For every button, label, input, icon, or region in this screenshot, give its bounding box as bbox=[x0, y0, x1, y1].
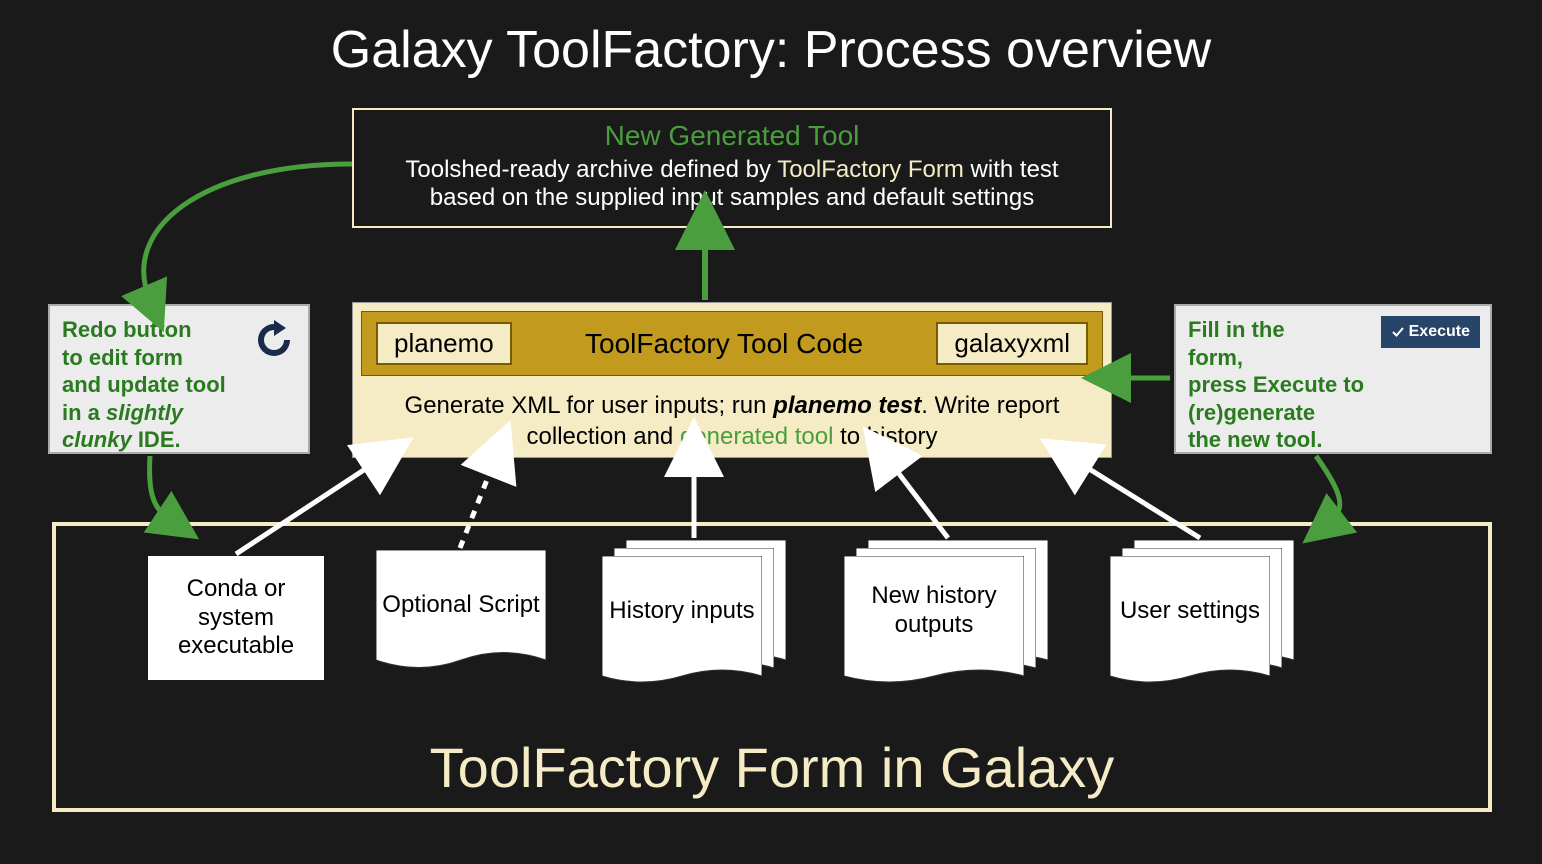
conda-box: Conda or system executable bbox=[148, 556, 324, 680]
box-label: Conda or system executable bbox=[156, 575, 316, 661]
text: and update tool bbox=[62, 372, 226, 397]
page-title: Galaxy ToolFactory: Process overview bbox=[0, 20, 1542, 80]
big-form-label: ToolFactory Form in Galaxy bbox=[56, 735, 1488, 800]
text: to history bbox=[833, 423, 937, 450]
top-box-heading: New Generated Tool bbox=[374, 120, 1090, 152]
galaxyxml-tag: galaxyxml bbox=[936, 322, 1088, 365]
gold-center-label: ToolFactory Tool Code bbox=[585, 328, 863, 360]
script-doc: Optional Script bbox=[376, 550, 546, 678]
text: Toolshed-ready archive defined by bbox=[405, 156, 777, 183]
history-outputs-doc: New history outputs bbox=[844, 540, 1054, 680]
execute-label: Execute bbox=[1409, 322, 1470, 342]
text: Generate XML for user inputs; run bbox=[405, 392, 774, 419]
redo-icon bbox=[250, 316, 298, 371]
emphasis-text: planemo test bbox=[773, 392, 921, 419]
redo-callout: Redo button to edit form and update tool… bbox=[48, 304, 310, 454]
history-inputs-doc: History inputs bbox=[602, 540, 792, 680]
green-text: generated tool bbox=[680, 423, 833, 450]
gold-bar: planemo ToolFactory Tool Code galaxyxml bbox=[361, 311, 1103, 376]
generated-tool-box: New Generated Tool Toolshed-ready archiv… bbox=[352, 108, 1112, 228]
text: in a bbox=[62, 400, 106, 425]
top-box-desc: Toolshed-ready archive defined by ToolFa… bbox=[374, 156, 1090, 212]
accent-text: ToolFactory Form bbox=[777, 156, 964, 183]
toolfactory-code-box: planemo ToolFactory Tool Code galaxyxml … bbox=[352, 302, 1112, 458]
text: (re)generate bbox=[1188, 400, 1315, 425]
user-settings-doc: User settings bbox=[1110, 540, 1300, 680]
text: Fill in the bbox=[1188, 317, 1285, 342]
middle-desc: Generate XML for user inputs; run planem… bbox=[353, 384, 1111, 466]
box-label: Optional Script bbox=[382, 591, 539, 620]
text: to edit form bbox=[62, 345, 183, 370]
check-icon bbox=[1391, 325, 1405, 339]
text: IDE. bbox=[132, 427, 181, 452]
box-label: New history outputs bbox=[844, 556, 1024, 666]
text: the new tool. bbox=[1188, 427, 1322, 452]
planemo-tag: planemo bbox=[376, 322, 512, 365]
text: press Execute to bbox=[1188, 372, 1364, 397]
text: form, bbox=[1188, 345, 1243, 370]
italic-text: slightly bbox=[106, 400, 183, 425]
execute-button[interactable]: Execute bbox=[1381, 316, 1480, 348]
execute-callout: Fill in the form, press Execute to (re)g… bbox=[1174, 304, 1492, 454]
box-label: History inputs bbox=[602, 556, 762, 666]
box-label: User settings bbox=[1110, 556, 1270, 666]
text: Redo button bbox=[62, 317, 192, 342]
italic-text: clunky bbox=[62, 427, 132, 452]
